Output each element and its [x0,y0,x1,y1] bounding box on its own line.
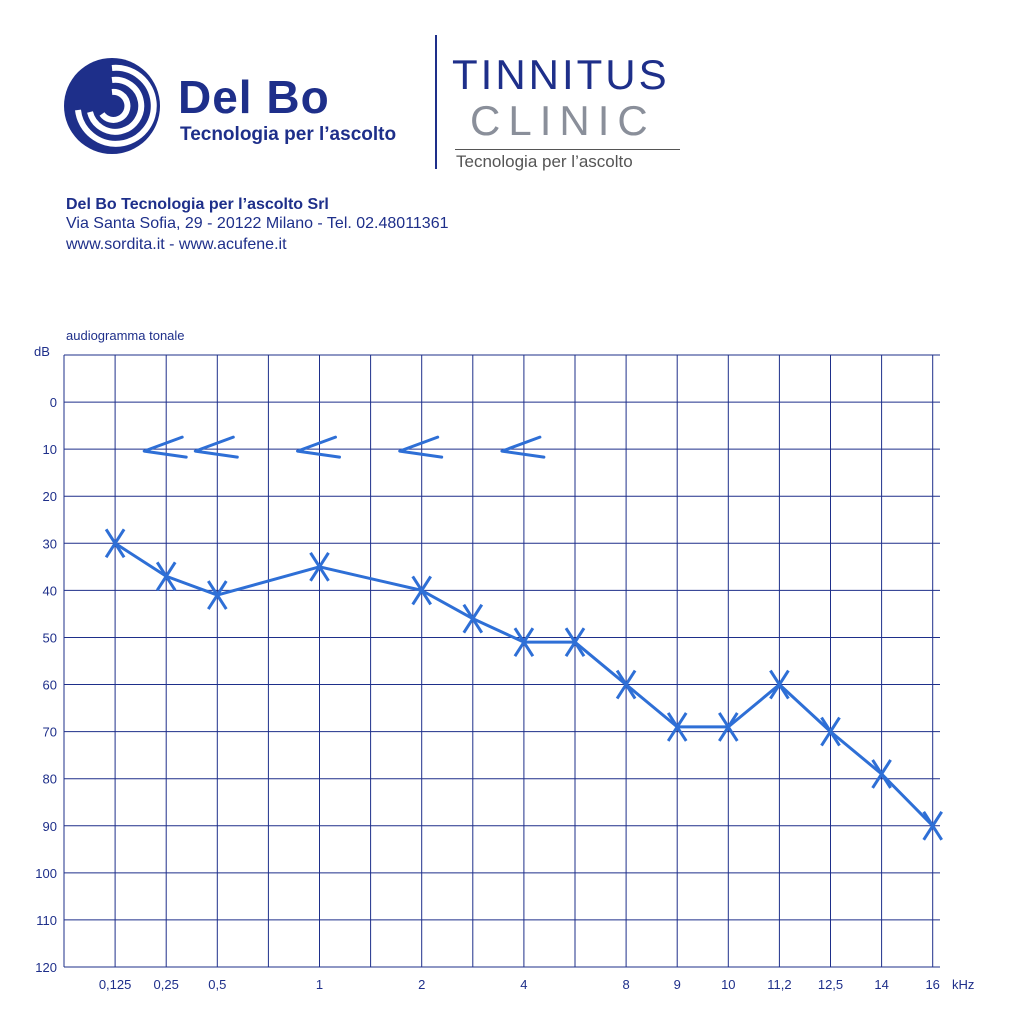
x-marker [769,669,790,700]
y-tick-labels: 0 10 20 30 40 50 60 70 80 90 100 110 120 [35,395,57,975]
x-tick-labels: 0,125 0,25 0,5 1 2 4 8 9 10 11,2 12,5 14 16 [99,977,940,992]
x-marker [820,716,841,747]
y-tick-label: 120 [35,960,57,975]
x-tick-label: 0,5 [208,977,226,992]
x-marker [922,810,943,841]
clinic-title-line1: TINNITUS [452,51,670,98]
y-tick-label: 50 [43,630,57,645]
x-tick-label: 14 [874,977,888,992]
chart-title: audiogramma tonale [66,328,185,343]
x-marker [411,575,432,606]
x-marker [309,552,330,582]
x-marker [718,712,739,742]
y-tick-label: 0 [50,395,57,410]
lt-marker [142,435,188,459]
chart-grid [63,354,940,968]
y-tick-label: 60 [43,678,57,693]
x-tick-label: 0,125 [99,977,132,992]
x-tick-label: 9 [674,977,681,992]
del-bo-logo: Del Bo Tecnologia per l’ascolto [60,50,440,165]
y-tick-label: 20 [43,489,57,504]
x-tick-label: 16 [925,977,939,992]
chart-series [104,435,943,841]
x-tick-label: 11,2 [767,977,791,992]
y-tick-label: 80 [43,772,57,787]
x-tick-label: 2 [418,977,425,992]
brand-tagline: Tecnologia per l’ascolto [180,124,397,145]
clinic-tagline: Tecnologia per l’ascolto [456,152,633,171]
x-tick-label: 0,25 [154,977,179,992]
clinic-title-line2: CLINIC [470,97,656,144]
lt-marker [296,435,341,459]
company-address: Via Santa Sofia, 29 - 20122 Milano - Tel… [66,215,449,232]
y-tick-label: 90 [43,819,57,834]
y-tick-label: 10 [43,442,57,457]
lt-marker [398,435,444,459]
company-websites: www.sordita.it - www.acufene.it [66,236,287,253]
x-tick-label: 10 [721,977,735,992]
x-axis-label: kHz [952,977,974,992]
x-marker [462,603,484,634]
x-marker [155,561,177,592]
lt-marker [500,435,546,459]
x-marker [564,627,586,657]
brand-name: Del Bo [178,71,330,123]
logo-divider [435,35,437,169]
x-marker [513,627,535,657]
y-tick-label: 70 [43,725,57,740]
lt-marker [193,435,239,459]
x-marker [871,759,892,789]
x-marker [666,712,688,742]
x-tick-label: 8 [622,977,629,992]
x-tick-label: 12,5 [818,977,843,992]
y-tick-label: 40 [43,583,57,598]
x-tick-label: 1 [316,977,323,992]
y-tick-label: 100 [35,866,57,881]
y-axis-label: dB [34,344,50,359]
y-tick-label: 110 [36,913,57,928]
del-bo-swirl-icon [64,58,160,154]
x-marker [207,580,228,610]
x-tick-label: 4 [520,977,527,992]
clinic-underline [455,149,680,150]
company-name: Del Bo Tecnologia per l’ascolto Srl [66,196,329,213]
x-marker [104,528,126,559]
x-marker [615,669,637,700]
y-tick-label: 30 [43,536,57,551]
